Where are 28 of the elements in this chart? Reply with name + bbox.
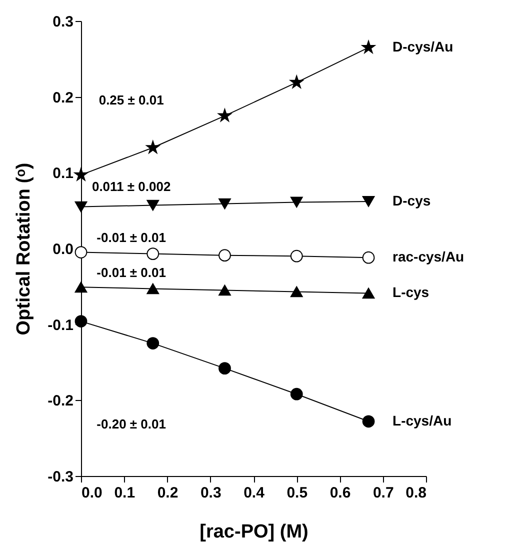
series-label: L-cys <box>392 284 430 300</box>
x-tick-label: 0.5 <box>286 484 308 502</box>
x-tick-label: 0.3 <box>200 484 222 502</box>
x-tick-label: 0.6 <box>330 484 351 502</box>
annotation: -0.01 ± 0.01 <box>96 265 166 280</box>
y-tick-label: -0.3 <box>48 468 74 486</box>
series-label: D-cys/Au <box>392 38 454 55</box>
y-tick-label: 0.3 <box>52 14 74 30</box>
x-axis-title: [rac-PO] (M) <box>200 522 308 542</box>
x-tick-label: 0.8 <box>406 484 426 502</box>
x-tick-label: 0.2 <box>157 484 178 502</box>
x-tick-label: 0.0 <box>82 484 102 502</box>
annotation: 0.011 ± 0.002 <box>92 179 171 194</box>
x-tick-label: 0.7 <box>372 484 394 502</box>
annotation: -0.20 ± 0.01 <box>96 416 166 432</box>
y-tick-label: -0.1 <box>48 316 74 334</box>
series-label: rac-cys/Au <box>392 248 464 265</box>
y-tick-label: 0.0 <box>52 241 74 258</box>
y-axis-title: Optical Rotation (ᵒ) <box>14 162 35 336</box>
x-tick-label: 0.1 <box>114 484 136 502</box>
annotation: 0.25 ± 0.01 <box>98 92 164 108</box>
x-tick-label: 0.4 <box>244 484 266 502</box>
annotation: -0.01 ± 0.01 <box>96 230 166 245</box>
series-label: L-cys/Au <box>392 412 452 428</box>
y-tick-label: 0.2 <box>52 89 74 106</box>
y-tick-label: -0.2 <box>48 392 74 410</box>
series-label: D-cys <box>392 192 431 208</box>
y-tick-label: 0.1 <box>52 165 74 182</box>
